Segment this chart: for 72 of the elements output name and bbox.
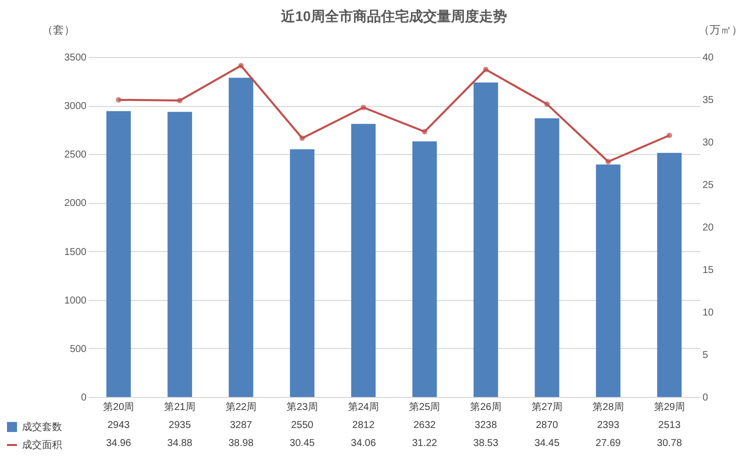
- x-tick-label: 第21周: [164, 401, 196, 413]
- bar: [412, 141, 437, 397]
- y-tick-label: 1500: [64, 246, 87, 258]
- data-label: 34.88: [167, 438, 193, 449]
- y2-tick-label: 25: [702, 180, 714, 191]
- data-label: 3287: [230, 420, 253, 431]
- x-tick-label: 第26周: [470, 401, 502, 413]
- data-label: 38.98: [228, 438, 254, 449]
- x-tick-label: 第25周: [409, 401, 440, 413]
- bar: [657, 152, 682, 397]
- point: [422, 128, 428, 134]
- point: [238, 62, 244, 68]
- y-tick-label: 2500: [64, 150, 87, 161]
- legend-label: 成交套数: [22, 421, 62, 433]
- y2-tick-label: 10: [702, 308, 714, 318]
- y2-tick-label: 40: [702, 52, 714, 64]
- data-label: 2812: [352, 420, 375, 431]
- y2-tick-label: 20: [702, 222, 714, 234]
- y-tick-label: 2000: [64, 198, 87, 210]
- legend-label: 成交面积: [22, 439, 62, 451]
- y2-tick-label: 15: [702, 265, 714, 276]
- chart-title: 近10周全市商品住宅成交量周度走势: [280, 8, 507, 24]
- point: [544, 101, 550, 107]
- x-tick-label: 第27周: [531, 401, 563, 413]
- point: [666, 132, 672, 138]
- y-tick-label: 3000: [64, 101, 87, 112]
- data-label: 2393: [597, 420, 620, 431]
- data-label: 2943: [107, 420, 130, 431]
- x-tick-label: 第29周: [654, 401, 685, 413]
- data-label: 34.96: [106, 438, 132, 449]
- data-label: 34.06: [350, 438, 376, 449]
- bar: [228, 78, 254, 397]
- x-tick-label: 第20周: [103, 401, 134, 413]
- bar: [106, 111, 131, 397]
- y2-tick-label: 35: [702, 95, 714, 106]
- bar: [534, 118, 560, 397]
- x-tick-label: 第28周: [592, 401, 624, 413]
- y2-axis-title: （万㎡）: [698, 24, 742, 36]
- y-tick-label: 3500: [64, 52, 87, 64]
- bar: [351, 124, 376, 397]
- y-axis-title: （套）: [42, 24, 75, 36]
- data-label: 30.78: [656, 438, 682, 449]
- x-tick-label: 第24周: [348, 401, 379, 413]
- y2-tick-label: 5: [702, 350, 708, 361]
- data-label: 27.69: [596, 438, 622, 449]
- y2-tick-label: 30: [702, 138, 714, 148]
- bar: [290, 149, 314, 397]
- y-tick-label: 1000: [64, 295, 87, 306]
- bar: [168, 112, 192, 397]
- data-label: 3238: [474, 420, 498, 431]
- point: [116, 97, 122, 103]
- data-label: 2935: [168, 420, 192, 431]
- point: [177, 98, 183, 104]
- bar: [596, 164, 620, 397]
- x-tick-label: 第23周: [286, 401, 318, 413]
- data-label: 2870: [536, 420, 559, 431]
- point: [605, 158, 611, 164]
- point: [360, 104, 366, 110]
- y2-tick-label: 0: [702, 392, 708, 404]
- y-tick-label: 0: [80, 392, 87, 404]
- data-label: 2632: [413, 420, 436, 431]
- data-label: 30.45: [290, 438, 316, 449]
- data-label: 34.45: [534, 438, 560, 449]
- point: [483, 66, 489, 72]
- y-tick-label: 500: [70, 344, 87, 355]
- data-label: 2550: [291, 420, 314, 431]
- data-label: 2513: [658, 420, 681, 431]
- data-label: 31.22: [412, 438, 438, 449]
- data-label: 38.53: [473, 438, 499, 449]
- point: [299, 135, 305, 141]
- x-tick-label: 第22周: [225, 401, 257, 413]
- bar: [474, 82, 498, 397]
